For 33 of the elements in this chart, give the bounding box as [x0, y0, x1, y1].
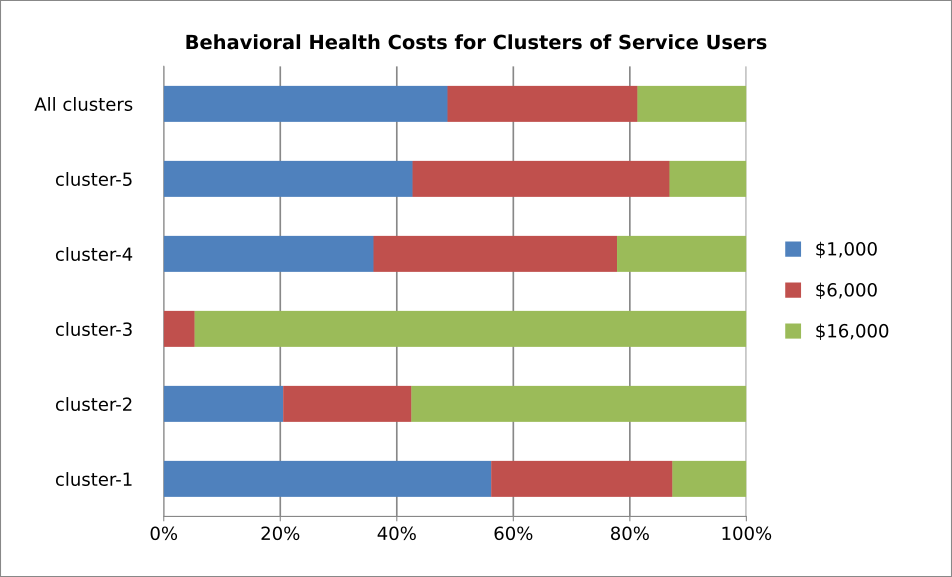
bar: [194, 310, 746, 347]
bar: [669, 160, 746, 197]
x-tick-label: 80%: [611, 526, 649, 540]
bar: [617, 236, 746, 272]
bar: [164, 160, 413, 197]
legend-label: $6,000: [816, 282, 877, 300]
bar: [672, 460, 746, 497]
bar: [412, 160, 670, 197]
y-tick-label: cluster-2: [56, 397, 132, 412]
y-tick-label: cluster-3: [56, 322, 132, 336]
x-tick-label: 20%: [262, 526, 300, 540]
chart-title: Behavioral Health Costs for Clusters of Service Users: [186, 34, 766, 50]
bar: [164, 236, 374, 272]
y-tick-label: cluster-5: [56, 172, 132, 186]
y-tick-label: cluster-4: [56, 247, 132, 261]
bar: [164, 310, 195, 347]
bar: [283, 386, 412, 422]
bar: [411, 386, 746, 422]
bar: [164, 86, 448, 122]
x-tick-label: 0%: [150, 526, 178, 540]
bar: [373, 236, 618, 272]
bar: [164, 386, 284, 422]
x-tick-label: 100%: [722, 526, 772, 540]
bar: [491, 460, 672, 497]
bar: [447, 86, 638, 122]
y-tick-label: cluster-1: [56, 472, 132, 486]
x-tick-label: 40%: [378, 526, 416, 540]
legend-label: $1,000: [816, 242, 877, 258]
bar: [164, 460, 492, 497]
x-tick-label: 60%: [494, 526, 532, 540]
bar: [637, 86, 746, 122]
y-tick-label: All clusters: [34, 97, 132, 111]
legend-label: $16,000: [816, 324, 888, 340]
